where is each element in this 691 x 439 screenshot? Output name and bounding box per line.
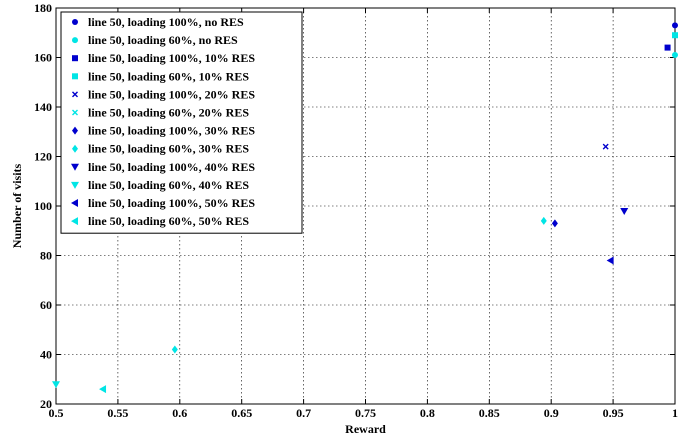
data-point: [171, 345, 178, 354]
x-tick-label: 0.7: [296, 406, 311, 420]
x-tick-label: 0.65: [231, 406, 252, 420]
legend-entry-label: line 50, loading 60%, no RES: [88, 33, 238, 47]
data-point: [672, 32, 678, 39]
x-tick-label: 0.6: [172, 406, 187, 420]
data-point: [672, 52, 678, 59]
y-tick-label: 80: [40, 249, 52, 263]
legend-marker: [72, 126, 78, 135]
data-point: [99, 385, 107, 394]
legend-box: [60, 11, 303, 234]
y-axis-label: Number of visits: [10, 163, 24, 248]
legend-entry-label: line 50, loading 100%, 20% RES: [88, 87, 255, 101]
legend-marker: [72, 91, 78, 98]
y-tick-label: 60: [40, 298, 52, 312]
legend-marker: [71, 217, 78, 226]
legend-entry-label: line 50, loading 60%, 50% RES: [88, 214, 249, 228]
legend-marker: [72, 73, 78, 80]
x-tick-label: 0.85: [479, 406, 500, 420]
x-tick-label: 0.9: [544, 406, 559, 420]
legend-marker: [72, 144, 78, 153]
data-point: [540, 216, 547, 225]
data-point: [664, 44, 671, 51]
y-tick-label: 180: [34, 1, 52, 15]
y-tick-label: 120: [34, 150, 52, 164]
legend-entry-label: line 50, loading 100%, 50% RES: [88, 196, 255, 210]
data-point: [52, 381, 60, 389]
legend-marker: [71, 181, 79, 189]
y-tick-label: 140: [34, 100, 52, 114]
axis-ticks: 0.5 0.55 0.6 0.65 0.7 0.75 0.8 0.85 0.9 0.95 12040…: [34, 1, 678, 420]
legend-marker: [72, 37, 78, 44]
legend-entry-label: line 50, loading 100%, no RES: [88, 15, 244, 29]
legend-entry-label: line 50, loading 60%, 10% RES: [88, 69, 249, 83]
y-tick-label: 160: [34, 51, 52, 65]
legend-entry-label: line 50, loading 60%, 30% RES: [88, 142, 249, 156]
legend-entry-label: line 50, loading 100%, 30% RES: [88, 124, 255, 138]
x-tick-label: 0.8: [420, 406, 435, 420]
data-point: [606, 256, 614, 265]
legend-marker: [71, 199, 78, 207]
legend-entry-label: line 50, loading 100%, 40% RES: [88, 160, 255, 174]
legend-marker: [72, 55, 78, 62]
y-tick-label: 20: [40, 397, 52, 411]
data-point: [602, 143, 609, 150]
x-axis-label: Reward: [345, 422, 386, 436]
legend-entry-label: line 50, loading 100%, 10% RES: [88, 51, 255, 65]
legend-marker: [72, 109, 78, 116]
data-point: [551, 219, 558, 228]
legend-marker: [71, 163, 79, 171]
legend-entry-label: line 50, loading 60%, 40% RES: [88, 178, 249, 192]
x-tick-label: 0.5: [49, 406, 64, 420]
y-tick-label: 100: [34, 199, 52, 213]
legend-marker: [72, 19, 78, 25]
x-tick-label: 0.95: [603, 406, 624, 420]
legend: line 50, loading 100%, no RES line 50, lo…: [60, 11, 303, 234]
data-point: [620, 207, 629, 215]
y-tick-label: 40: [40, 348, 52, 362]
x-tick-label: 0.75: [355, 406, 376, 420]
data-points: [52, 22, 678, 394]
data-point: [672, 22, 678, 29]
legend-entry-label: line 50, loading 60%, 20% RES: [88, 106, 249, 120]
x-tick-label: 0.55: [107, 406, 128, 420]
x-tick-label: 1: [672, 406, 678, 420]
